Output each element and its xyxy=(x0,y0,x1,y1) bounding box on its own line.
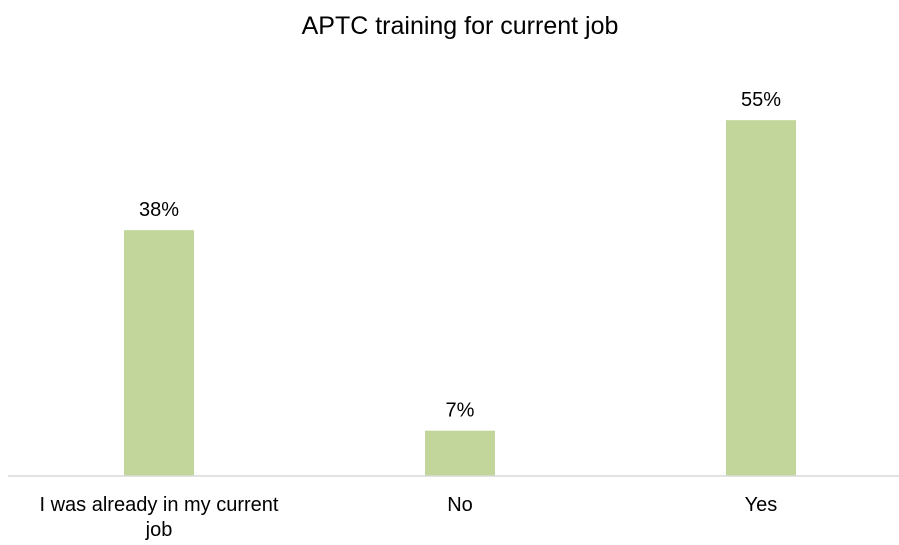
category-label-line: No xyxy=(447,494,473,516)
bar-0 xyxy=(124,230,194,476)
labels-layer: 38% 7% 55% xyxy=(139,89,781,422)
data-label-1: 7% xyxy=(446,400,475,422)
category-label-1: No xyxy=(447,494,473,516)
category-label-line: job xyxy=(145,519,173,541)
data-label-0: 38% xyxy=(139,199,179,221)
category-label-2: Yes xyxy=(745,494,778,516)
chart-title: APTC training for current job xyxy=(302,12,619,40)
category-label-0: I was already in my current job xyxy=(40,494,279,541)
category-label-line: Yes xyxy=(745,494,778,516)
category-label-line: I was already in my current xyxy=(40,494,279,516)
data-label-2: 55% xyxy=(741,89,781,111)
bar-2 xyxy=(726,120,796,477)
category-labels-layer: I was already in my current job No Yes xyxy=(40,494,778,541)
bar-1 xyxy=(425,430,495,476)
bars-layer xyxy=(124,120,796,477)
